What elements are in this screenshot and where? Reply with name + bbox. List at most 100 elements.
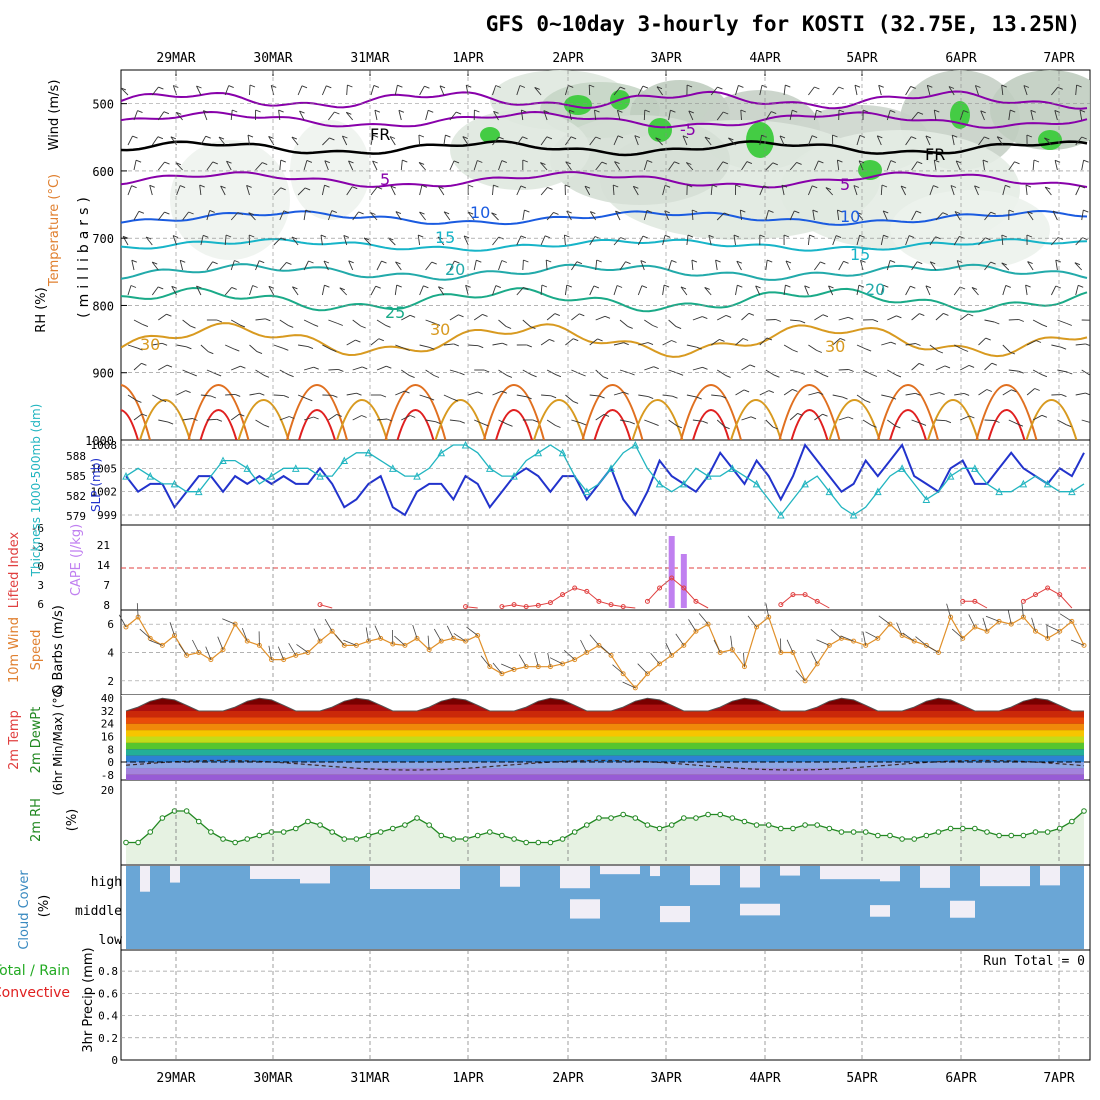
wind-barb-flag bbox=[720, 395, 727, 399]
wind-barb-flag bbox=[339, 287, 345, 291]
wind-barb bbox=[716, 315, 727, 321]
wind-barb-flag bbox=[671, 259, 677, 263]
wind-barb bbox=[1044, 137, 1052, 146]
wind-barb-flag bbox=[216, 319, 223, 323]
wind-barb bbox=[735, 389, 745, 396]
wind-barb-flag bbox=[735, 184, 741, 188]
wind-barb bbox=[206, 418, 217, 421]
panel-axis-label: (6hr Min/Max) (°C) bbox=[51, 684, 65, 795]
clear-sky-high bbox=[690, 866, 720, 886]
thickness-marker bbox=[1068, 487, 1076, 496]
wind-barb bbox=[781, 185, 785, 196]
wind-barb bbox=[176, 185, 181, 196]
surface-wind-barb bbox=[563, 650, 575, 660]
wind-barb bbox=[905, 285, 911, 296]
wind-barb-flag bbox=[186, 346, 192, 350]
wind-speed-point bbox=[826, 642, 832, 648]
wind-barb bbox=[1026, 340, 1037, 346]
wind-barb bbox=[270, 85, 275, 96]
wind-barb-flag bbox=[865, 348, 872, 352]
wind-barb-flag bbox=[1078, 284, 1084, 288]
wind-barb-flag bbox=[859, 134, 866, 138]
wind-barb bbox=[196, 85, 202, 96]
wind-barb-flag bbox=[283, 347, 289, 351]
wind-barb bbox=[632, 186, 639, 196]
wind-barb bbox=[176, 390, 186, 396]
wind-barb bbox=[1002, 185, 1006, 196]
clear-sky-middle bbox=[870, 905, 890, 917]
wind-barb bbox=[1075, 185, 1081, 196]
wind-barb-flag bbox=[336, 413, 342, 417]
wind-barb-flag bbox=[424, 85, 430, 89]
surface-wind-barb bbox=[446, 625, 454, 639]
contour-40 bbox=[199, 409, 238, 440]
wind-barb-flag bbox=[167, 421, 174, 425]
wind-barb bbox=[838, 261, 844, 271]
wind-barb-flag bbox=[890, 160, 896, 164]
date-label-top: 6APR bbox=[945, 51, 976, 66]
wind-barb bbox=[886, 160, 892, 171]
wind-barb-flag bbox=[375, 285, 381, 289]
wind-barb bbox=[759, 390, 769, 396]
rh-point bbox=[147, 829, 154, 835]
wind-barb-flag bbox=[963, 110, 969, 113]
wind-barb-flag bbox=[740, 209, 746, 213]
wind-speed-point bbox=[438, 638, 444, 644]
wind-barb bbox=[571, 261, 578, 271]
wind-barb-flag bbox=[742, 338, 749, 341]
pressure-tick-label: 900 bbox=[92, 367, 114, 381]
wind-barb bbox=[516, 235, 522, 246]
wind-barb-flag bbox=[702, 420, 708, 424]
wind-barb bbox=[710, 86, 718, 96]
wind-barb bbox=[682, 135, 688, 146]
wind-barb bbox=[182, 418, 193, 421]
wind-barb bbox=[230, 109, 233, 121]
wind-barb bbox=[644, 419, 654, 425]
wind-barb bbox=[1081, 369, 1090, 376]
wind-barb bbox=[418, 134, 421, 146]
cloud-layer-label: low bbox=[99, 933, 123, 948]
wind-barb-flag bbox=[568, 84, 574, 88]
wind-barb-flag bbox=[495, 85, 501, 88]
wind-barb bbox=[978, 337, 987, 346]
wind-barb bbox=[516, 287, 524, 296]
wind-barb bbox=[297, 394, 308, 400]
wind-barb-flag bbox=[234, 260, 240, 263]
wind-barb bbox=[1051, 87, 1059, 96]
contour-label: 5 bbox=[380, 170, 390, 189]
contour-30-arc bbox=[139, 399, 191, 440]
rh-point bbox=[790, 825, 796, 832]
thickness-marker bbox=[219, 456, 227, 465]
wind-barb-flag bbox=[895, 425, 901, 429]
wind-barb-flag bbox=[746, 161, 753, 165]
rh-point bbox=[1056, 825, 1063, 832]
wind-speed-point bbox=[657, 661, 663, 667]
wind-barb bbox=[783, 285, 786, 296]
panel-axis-label: 10m Wind bbox=[7, 617, 22, 683]
rh-high-area bbox=[564, 95, 592, 115]
wind-barb bbox=[838, 369, 849, 371]
surface-wind-barb bbox=[637, 663, 648, 675]
wind-barb-flag bbox=[463, 235, 470, 239]
wind-barb-flag bbox=[771, 111, 777, 115]
wind-speed-point bbox=[705, 621, 711, 627]
wind-speed-point bbox=[172, 633, 178, 638]
wind-barb bbox=[149, 185, 153, 196]
wind-barb-flag bbox=[823, 374, 829, 378]
wind-barb-flag bbox=[853, 185, 860, 188]
wind-barb-flag bbox=[501, 260, 507, 263]
wind-barb-flag bbox=[890, 341, 897, 345]
contour-label: FR bbox=[925, 145, 945, 164]
rh-point bbox=[996, 832, 1002, 839]
wind-speed-point bbox=[1057, 628, 1063, 634]
wind-barb-flag bbox=[1014, 161, 1020, 165]
wind-barb-flag bbox=[210, 395, 217, 399]
surface-wind-barb bbox=[296, 644, 309, 653]
wind-barb bbox=[735, 85, 739, 96]
wind-barb-flag bbox=[629, 372, 635, 376]
lifted-index-point bbox=[814, 598, 820, 604]
temp-tick-label: 8 bbox=[107, 743, 114, 756]
wind-speed-point bbox=[317, 638, 323, 644]
wind-barb bbox=[249, 344, 258, 352]
wind-barb-flag bbox=[1023, 85, 1030, 88]
